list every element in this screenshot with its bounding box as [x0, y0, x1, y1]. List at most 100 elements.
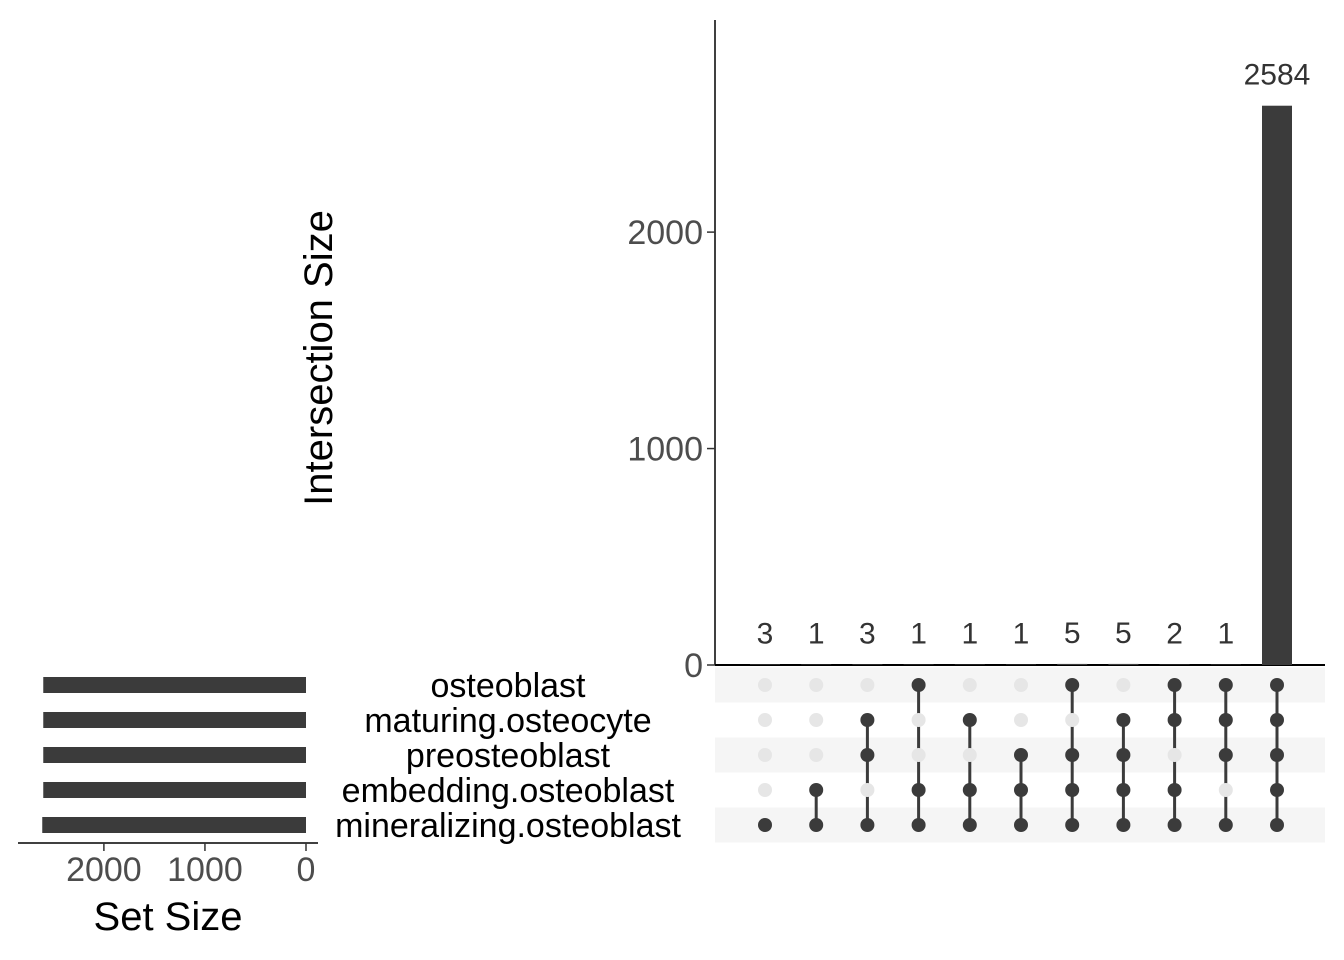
- matrix-dot-active: [1116, 818, 1131, 832]
- intersection-bar-label: 1: [961, 618, 978, 651]
- intersection-y-axis-label: Intersection Size: [297, 210, 341, 506]
- intersection-bar-label: 5: [1064, 617, 1081, 650]
- matrix-dot-inactive: [860, 678, 875, 692]
- intersection-bar: [801, 664, 832, 665]
- set-size-bar: [43, 677, 307, 693]
- intersection-bar-label: 1: [1217, 618, 1234, 651]
- set-size-x-ticks: 2000 1000 0: [66, 843, 315, 889]
- set-size-bar: [43, 782, 307, 798]
- matrix-dot-active: [1065, 748, 1080, 762]
- intersection-bar-label: 1: [808, 618, 825, 651]
- matrix-dot-active: [1014, 748, 1028, 762]
- intersection-size-panel: 0 1000 2000 3 1 3 1 1 1 5 5 2 1 2584 Intersection Si…: [297, 20, 1325, 685]
- matrix-dot-active: [1116, 748, 1131, 762]
- matrix-dot-active: [860, 713, 875, 727]
- matrix-dot-inactive: [911, 748, 926, 762]
- intersection-bar-label: 1: [1013, 618, 1030, 651]
- set-size-x-tick-label: 0: [297, 851, 316, 889]
- matrix-dot-active: [1116, 713, 1131, 727]
- matrix-dot-inactive: [758, 748, 772, 762]
- intersection-y-tick-label: 2000: [627, 214, 703, 252]
- matrix-dot-active: [758, 818, 772, 832]
- matrix-dot-inactive: [809, 678, 824, 692]
- matrix-dot-inactive: [962, 748, 977, 762]
- matrix-dot-active: [1065, 783, 1080, 797]
- matrix-dot-active: [1270, 713, 1284, 727]
- matrix-dot-active: [860, 818, 875, 832]
- matrix-dot-inactive: [758, 678, 772, 692]
- intersection-bar-label: 2584: [1244, 59, 1311, 92]
- intersection-bar: [1108, 663, 1139, 665]
- matrix-dot-active: [809, 818, 824, 832]
- intersection-bar-labels: 3 1 3 1 1 1 5 5 2 1 2584: [757, 59, 1311, 651]
- intersection-bars: [750, 105, 1292, 665]
- intersection-matrix: [758, 678, 1284, 832]
- intersection-bar: [1006, 664, 1036, 665]
- intersection-bar-label: 3: [859, 617, 876, 650]
- matrix-dot-active: [1167, 678, 1182, 692]
- matrix-dot-active: [911, 678, 926, 692]
- matrix-dot-inactive: [962, 678, 977, 692]
- set-size-axis-label: Set Size: [94, 895, 243, 939]
- matrix-dot-inactive: [758, 783, 772, 797]
- matrix-dot-active: [860, 748, 875, 762]
- matrix-dot-active: [1270, 748, 1284, 762]
- matrix-dot-active: [1167, 818, 1182, 832]
- intersection-bar-label: 2: [1166, 618, 1183, 651]
- matrix-dot-inactive: [911, 713, 926, 727]
- intersection-bar-label: 1: [910, 618, 927, 651]
- matrix-dot-active: [1065, 818, 1080, 832]
- matrix-dot-inactive: [1218, 783, 1233, 797]
- set-size-panel: 2000 1000 0 Set Size: [18, 677, 318, 939]
- set-size-bar: [43, 712, 307, 728]
- matrix-dot-active: [1218, 713, 1233, 727]
- matrix-dot-active: [962, 818, 977, 832]
- intersection-bar: [903, 664, 934, 665]
- set-name-labels: osteoblastmaturing.osteocytepreosteoblas…: [335, 667, 681, 845]
- set-size-bar: [43, 747, 307, 763]
- intersection-bar-label: 5: [1115, 617, 1132, 650]
- matrix-dot-active: [1065, 678, 1080, 692]
- matrix-dot-active: [962, 713, 977, 727]
- matrix-dot-active: [1218, 818, 1233, 832]
- matrix-dot-active: [1014, 783, 1028, 797]
- intersection-bar: [1159, 664, 1190, 665]
- matrix-dot-active: [911, 818, 926, 832]
- matrix-dot-inactive: [809, 748, 824, 762]
- intersection-y-tick-label: 1000: [627, 431, 703, 469]
- set-name-label: osteoblast: [431, 667, 587, 705]
- matrix-dot-active: [1270, 783, 1284, 797]
- intersection-y-tick-label: 0: [684, 647, 703, 685]
- intersection-bar: [852, 664, 883, 665]
- matrix-dot-active: [1218, 748, 1233, 762]
- set-name-label: mineralizing.osteoblast: [335, 807, 681, 845]
- intersection-bar: [1262, 105, 1292, 665]
- intersection-bar-label: 3: [757, 617, 774, 650]
- matrix-dot-inactive: [1116, 678, 1131, 692]
- set-size-bar: [42, 817, 307, 833]
- intersection-bar: [954, 664, 985, 665]
- matrix-dot-active: [1167, 783, 1182, 797]
- matrix-dot-inactive: [1167, 748, 1182, 762]
- set-name-label: preosteoblast: [406, 737, 611, 775]
- matrix-dot-active: [1167, 713, 1182, 727]
- matrix-dot-active: [962, 783, 977, 797]
- set-size-x-tick-label: 1000: [167, 851, 243, 889]
- intersection-y-ticks: 0 1000 2000: [627, 214, 715, 685]
- intersection-bar: [1210, 664, 1241, 665]
- intersection-bar: [1057, 663, 1088, 665]
- matrix-dot-active: [1270, 818, 1284, 832]
- matrix-dot-inactive: [860, 783, 875, 797]
- matrix-dot-inactive: [1014, 713, 1028, 727]
- matrix-dot-inactive: [1065, 713, 1080, 727]
- matrix-dots: [758, 678, 1284, 832]
- matrix-dot-active: [1014, 818, 1028, 832]
- matrix-dot-active: [809, 783, 824, 797]
- matrix-dot-active: [1116, 783, 1131, 797]
- set-name-label: maturing.osteocyte: [364, 702, 651, 740]
- matrix-dot-inactive: [1014, 678, 1028, 692]
- matrix-dot-active: [1270, 678, 1284, 692]
- matrix-dot-active: [911, 783, 926, 797]
- set-name-label: embedding.osteoblast: [342, 772, 675, 810]
- matrix-dot-inactive: [809, 713, 824, 727]
